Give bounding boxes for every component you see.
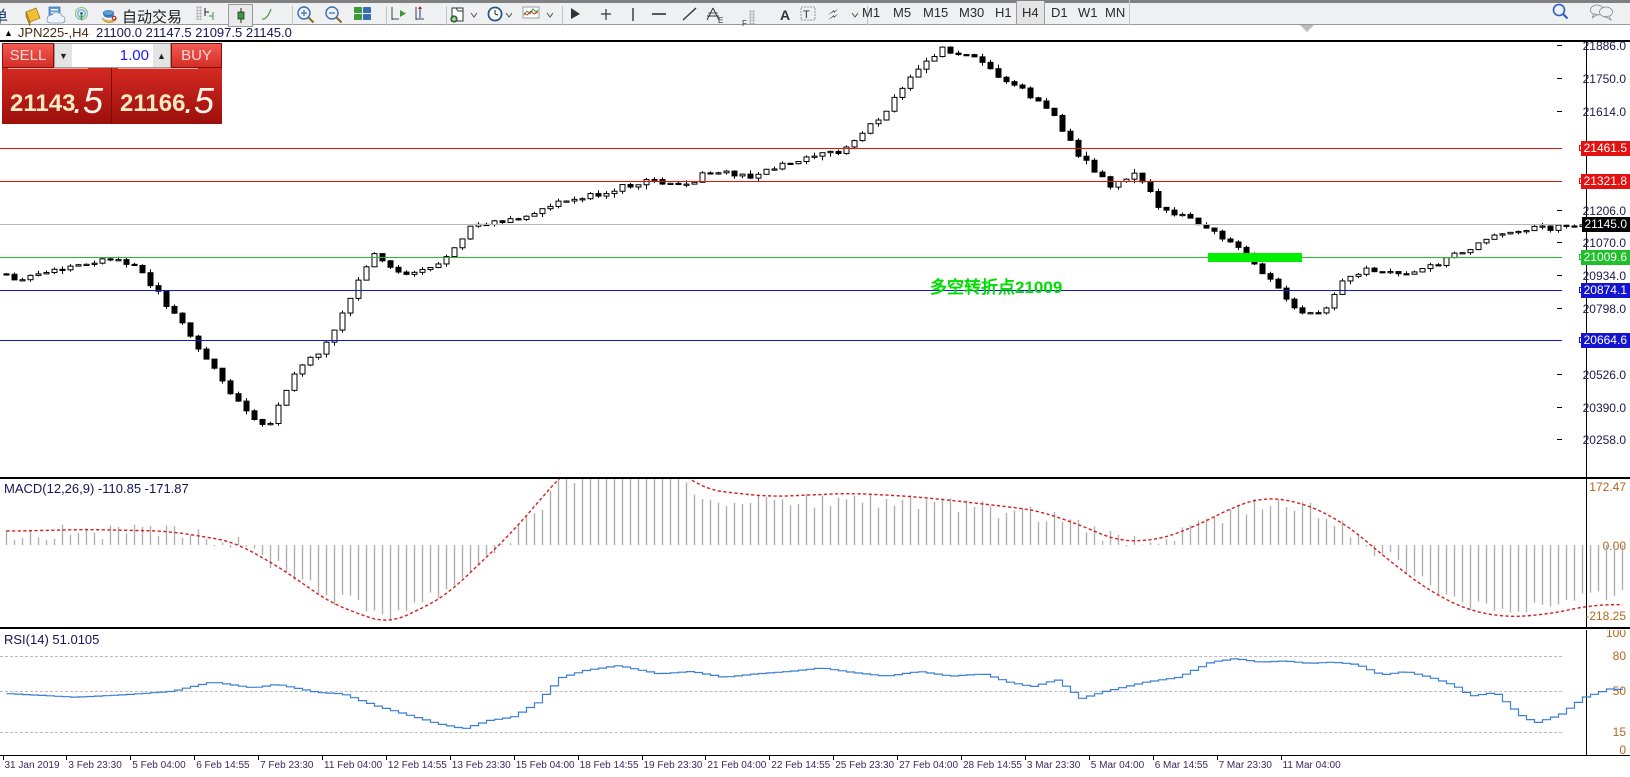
svg-text:A: A xyxy=(780,7,790,23)
svg-text:E: E xyxy=(718,16,723,25)
svg-text:T: T xyxy=(803,9,810,21)
